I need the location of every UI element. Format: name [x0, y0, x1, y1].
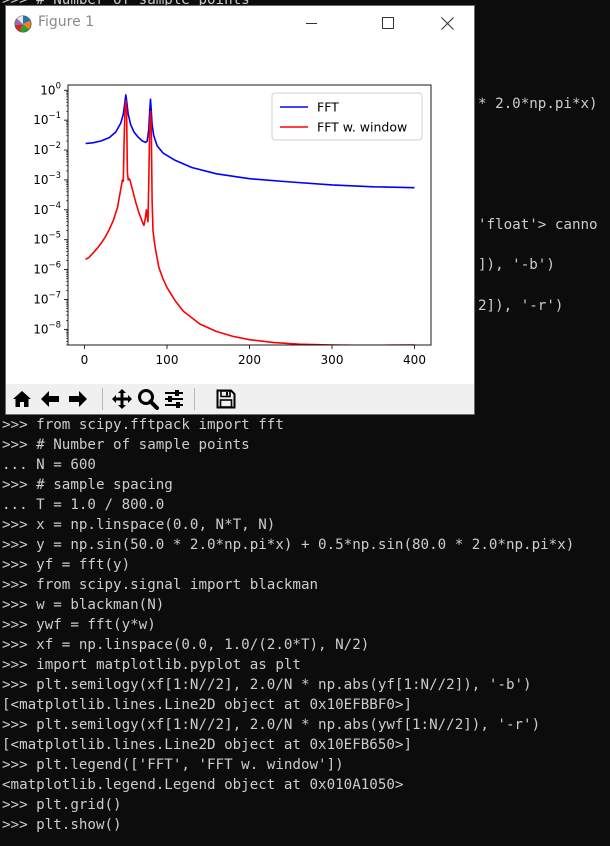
- window-title: Figure 1: [38, 14, 95, 30]
- y-tick-label: 10−4: [33, 201, 61, 217]
- console-line: >>> plt.show(): [2, 817, 122, 833]
- minimize-button[interactable]: [289, 6, 335, 40]
- console-line: >>> import matplotlib.pyplot as plt: [2, 657, 301, 673]
- plot-canvas[interactable]: 0 100 200 300 400 100 10−1 10−2 10−3 10−4 10−5 10−6…: [6, 40, 474, 384]
- figure-titlebar[interactable]: Figure 1: [6, 6, 474, 40]
- close-icon: [440, 16, 454, 30]
- subplots-config-icon: [165, 390, 183, 408]
- console-line: >>> from scipy.fftpack import fft: [2, 417, 284, 433]
- console-line: >>> yf = fft(y): [2, 557, 131, 573]
- console-line: [<matplotlib.lines.Line2D object at 0x10…: [2, 697, 412, 713]
- console-line: >>> y = np.sin(50.0 * 2.0*np.pi*x) + 0.5…: [2, 537, 575, 553]
- x-tick-label: 0: [81, 353, 89, 367]
- console-line: >>> plt.legend(['FFT', 'FFT w. window']): [2, 757, 344, 773]
- toolbar-separator: [102, 388, 103, 410]
- navigation-toolbar: [6, 384, 474, 414]
- forward-arrow-icon: [69, 391, 87, 407]
- console-line: >>> w = blackman(N): [2, 597, 165, 613]
- x-tick-label: 400: [403, 353, 426, 367]
- axes-frame: [67, 84, 432, 346]
- console-line: ... N = 600: [2, 457, 96, 473]
- console-line: >>> # sample spacing: [2, 477, 173, 493]
- back-arrow-icon: [41, 391, 59, 407]
- configure-subplots-button[interactable]: [162, 387, 186, 411]
- console-hidden-line: * 2.0*np.pi*x): [478, 96, 598, 112]
- console-line: [<matplotlib.lines.Line2D object at 0x10…: [2, 737, 412, 753]
- console-line: <matplotlib.legend.Legend object at 0x01…: [2, 777, 404, 793]
- y-tick-label: 10−7: [33, 290, 61, 306]
- figure-window[interactable]: Figure 1 0 100 200 300 400 100 10−1 10−2 10−3 10−…: [5, 5, 475, 415]
- console-hidden-line: ]), '-b'): [478, 257, 555, 273]
- close-button[interactable]: [424, 6, 470, 40]
- save-button[interactable]: [214, 387, 238, 411]
- pan-move-icon: [112, 389, 132, 409]
- legend-label: FFT: [317, 100, 339, 115]
- console-hidden-line: 'float'> canno: [478, 217, 598, 233]
- console-line: >>> # Number of sample points: [2, 437, 250, 453]
- save-floppy-icon: [216, 389, 236, 409]
- zoom-magnifier-icon: [138, 389, 159, 410]
- series-line-fft-w-window: [85, 99, 415, 345]
- console-line: ... T = 1.0 / 800.0: [2, 497, 165, 513]
- y-tick-label: 10−8: [33, 320, 61, 336]
- console-line: >>> plt.semilogy(xf[1:N//2], 2.0/N * np.…: [2, 717, 541, 733]
- console-line: >>> x = np.linspace(0.0, N*T, N): [2, 517, 276, 533]
- y-tick-label: 10−5: [33, 231, 61, 247]
- maximize-icon: [382, 17, 394, 29]
- console-hidden-line: >>> # Number of sample points: [2, 0, 250, 8]
- x-tick-label: 300: [321, 353, 344, 367]
- home-icon: [13, 391, 31, 407]
- y-tick-label: 10−2: [33, 141, 61, 157]
- semilog-chart: 0 100 200 300 400 100 10−1 10−2 10−3 10−4 10−5 10−6…: [33, 81, 432, 367]
- toolbar-separator: [194, 388, 195, 410]
- matplotlib-logo-icon: [14, 15, 32, 33]
- zoom-button[interactable]: [136, 387, 160, 411]
- home-button[interactable]: [10, 387, 34, 411]
- legend-label: FFT w. window: [317, 120, 407, 135]
- y-tick-label: 10−6: [33, 261, 61, 277]
- maximize-button[interactable]: [365, 6, 411, 40]
- console-hidden-line: 2]), '-r'): [478, 298, 564, 314]
- console-line: >>> plt.grid(): [2, 797, 122, 813]
- console-line: >>> plt.semilogy(xf[1:N//2], 2.0/N * np.…: [2, 677, 532, 693]
- y-tick-label: 10−1: [33, 111, 61, 127]
- console-line: >>> xf = np.linspace(0.0, 1.0/(2.0*T), N…: [2, 637, 370, 653]
- minimize-icon: [306, 23, 317, 24]
- y-tick-label: 100: [40, 81, 61, 97]
- forward-button[interactable]: [66, 387, 90, 411]
- series-line-fft: [85, 94, 415, 189]
- back-button[interactable]: [38, 387, 62, 411]
- y-tick-label: 10−3: [33, 171, 61, 187]
- x-tick-label: 100: [156, 353, 179, 367]
- console-line: >>> from scipy.signal import blackman: [2, 577, 319, 593]
- x-tick-label: 200: [238, 353, 261, 367]
- pan-button[interactable]: [110, 387, 134, 411]
- legend-box: [271, 92, 423, 141]
- console-line: >>> ywf = fft(y*w): [2, 617, 156, 633]
